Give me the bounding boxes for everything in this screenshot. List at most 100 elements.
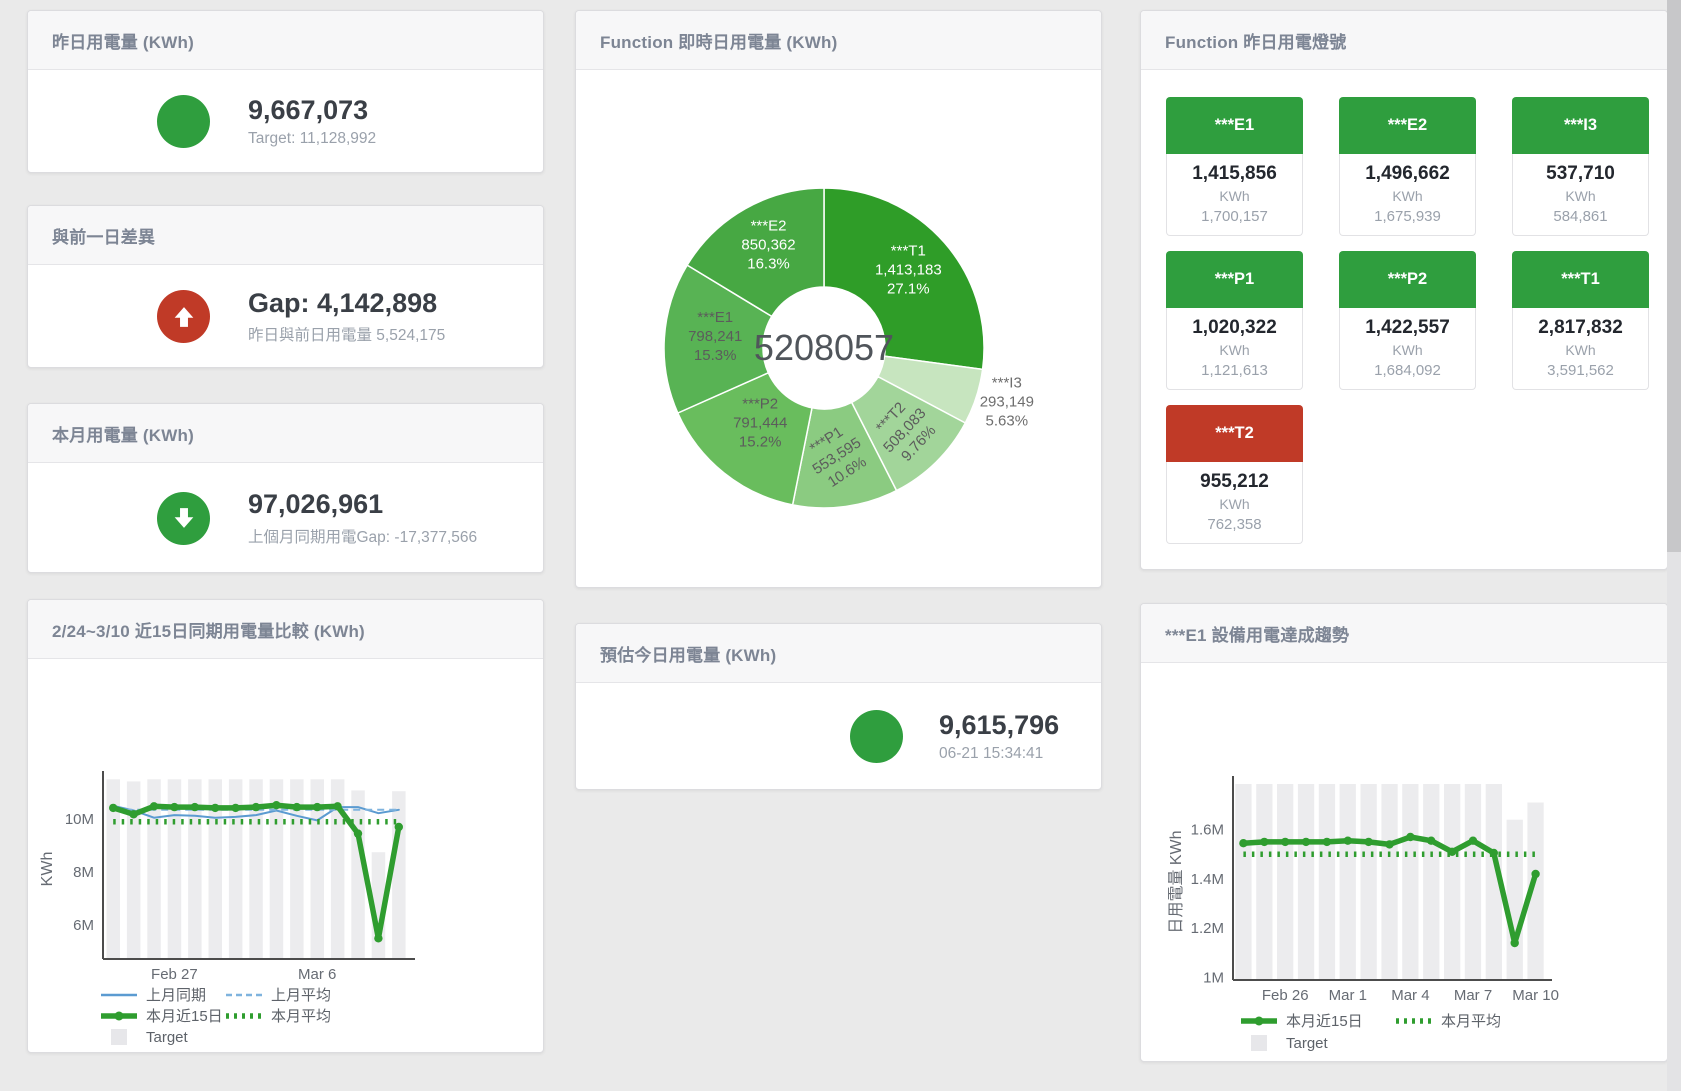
- tile-target: 1,700,157: [1201, 208, 1268, 225]
- card-title-text: 昨日用電量 (KWh): [52, 32, 194, 52]
- data-point: [1260, 837, 1269, 847]
- month-value: 97,026,961: [248, 489, 384, 520]
- legend-label[interactable]: 上月平均: [271, 987, 331, 1004]
- data-point: [1385, 840, 1394, 849]
- tile-label: ***E2: [1339, 97, 1476, 154]
- series-line: [112, 804, 400, 822]
- data-point: [1343, 836, 1352, 845]
- slice-percent: 5.63%: [986, 413, 1029, 430]
- data-point: [170, 802, 179, 812]
- data-point: [1406, 832, 1415, 842]
- data-point: [374, 934, 383, 943]
- target-bar: [1444, 784, 1461, 980]
- tile-value: 1,020,322: [1192, 317, 1277, 338]
- target-bar: [1256, 784, 1273, 980]
- tile-value: 955,212: [1200, 471, 1269, 492]
- slice-percent: 16.3%: [747, 256, 790, 273]
- target-bar: [1381, 784, 1398, 980]
- x-tick-label: Mar 7: [1454, 987, 1492, 1004]
- light-tile[interactable]: ***P1 1,020,322 KWh 1,121,613: [1166, 251, 1303, 390]
- legend-glyph-box[interactable]: [111, 1029, 127, 1045]
- legend-label[interactable]: Target: [1286, 1035, 1329, 1052]
- tile-target: 1,121,613: [1201, 362, 1268, 379]
- card-title-text: 本月用電量 (KWh): [52, 425, 194, 445]
- slice-percent: 15.3%: [694, 347, 737, 364]
- light-tile[interactable]: ***P2 1,422,557 KWh 1,684,092: [1339, 251, 1476, 390]
- target-bar: [310, 779, 324, 959]
- tile-label: ***P1: [1166, 251, 1303, 308]
- donut-slice[interactable]: [676, 371, 813, 506]
- e1-trend-line-chart[interactable]: 1M 1.2M 1.4M 1.6M Feb 26 Mar 1 Mar 4 Mar 7 Mar 1…: [1141, 663, 1667, 1062]
- day-gap-subtext: 昨日與前日用電量 5,524,175: [248, 327, 446, 345]
- tile-unit: KWh: [1565, 188, 1596, 204]
- scrollbar[interactable]: [1667, 0, 1681, 1091]
- card-title: 昨日用電量 (KWh): [28, 11, 543, 70]
- card-title-text: 與前一日差異: [52, 227, 156, 247]
- light-tile[interactable]: ***E1 1,415,856 KWh 1,700,157: [1166, 97, 1303, 236]
- data-point: [292, 802, 301, 812]
- target-bar: [1360, 784, 1377, 980]
- legend-label[interactable]: 本月平均: [271, 1008, 331, 1025]
- donut-slice[interactable]: [823, 187, 985, 371]
- tile-label: ***P2: [1339, 251, 1476, 308]
- legend-label[interactable]: 上月同期: [146, 987, 206, 1004]
- light-tile[interactable]: ***T1 2,817,832 KWh 3,591,562: [1512, 251, 1649, 390]
- slice-value: 791,444: [733, 415, 787, 432]
- target-bar: [126, 781, 141, 959]
- tile-value: 1,415,856: [1192, 163, 1277, 184]
- slice-label: ***E1 798,241 15.3%: [688, 309, 742, 364]
- card-today-estimate: 預估今日用電量 (KWh) 9,615,796 06-21 15:34:41: [575, 623, 1102, 790]
- target-bar: [1339, 784, 1356, 980]
- compare-line-chart[interactable]: 6M 8M 10M Feb 27 Mar 6 KWh 上月同期 上月平均 本月近15日 本月平均 T…: [28, 659, 543, 1053]
- data-point: [1301, 837, 1311, 847]
- card-function-realtime: Function 即時日用電量 (KWh) ***T1 1,413,183 27.1…: [575, 10, 1102, 588]
- slice-name: ***P2: [742, 396, 778, 413]
- legend-label[interactable]: 本月平均: [1441, 1013, 1501, 1030]
- tile-unit: KWh: [1565, 342, 1596, 358]
- target-bar: [106, 779, 120, 959]
- legend-glyph-box[interactable]: [1251, 1035, 1267, 1051]
- card-function-lights: Function 昨日用電燈號 ***E1 1,415,856 KWh 1,70…: [1140, 10, 1668, 570]
- donut-slice[interactable]: [686, 187, 825, 318]
- y-axis-label: KWh: [39, 852, 56, 887]
- target-bar: [1235, 784, 1252, 980]
- legend-label[interactable]: 本月近15日: [1286, 1013, 1363, 1030]
- legend-label[interactable]: 本月近15日: [146, 1008, 223, 1025]
- up-arrow-icon: [174, 306, 193, 327]
- tile-target: 584,861: [1553, 208, 1608, 225]
- scrollbar-thumb[interactable]: [1667, 0, 1681, 552]
- target-bar: [1318, 784, 1336, 980]
- card-title-text: Function 即時日用電量 (KWh): [600, 32, 838, 52]
- light-tile[interactable]: ***T2 955,212 KWh 762,358: [1166, 405, 1303, 544]
- target-bar: [1277, 784, 1294, 980]
- realtime-donut-chart[interactable]: ***T1 1,413,183 27.1% ***I3 293,149 5.63% ***T…: [576, 70, 1101, 588]
- legend-glyph-dot: [114, 1011, 124, 1021]
- tile-unit: KWh: [1219, 496, 1250, 512]
- data-point: [1281, 837, 1290, 847]
- legend-glyph-dot: [1254, 1016, 1264, 1026]
- data-point: [211, 803, 220, 813]
- card-month-usage: 本月用電量 (KWh) 97,026,961 上個月同期用電Gap: -17,3…: [27, 403, 544, 573]
- card-title-text: Function 昨日用電燈號: [1165, 32, 1347, 52]
- donut-slice[interactable]: [663, 264, 773, 414]
- realtime-donut-svg[interactable]: ***T1 1,413,183 27.1% ***I3 293,149 5.63% ***T…: [576, 70, 1101, 588]
- card-yesterday-usage: 昨日用電量 (KWh) 9,667,073 Target: 11,128,992: [27, 10, 544, 173]
- legend-label[interactable]: Target: [146, 1029, 189, 1046]
- card-title-text: ***E1 設備用電達成趨勢: [1165, 625, 1350, 645]
- light-tile[interactable]: ***E2 1,496,662 KWh 1,675,939: [1339, 97, 1476, 236]
- card-title: 2/24~3/10 近15日同期用電量比較 (KWh): [28, 600, 543, 659]
- y-tick-label: 1.6M: [1191, 822, 1224, 839]
- data-point: [1239, 839, 1248, 848]
- light-tile[interactable]: ***I3 537,710 KWh 584,861: [1512, 97, 1649, 236]
- y-tick-label: 1M: [1203, 970, 1224, 987]
- slice-name: ***T1: [891, 242, 926, 259]
- slice-name: ***E2: [751, 218, 787, 235]
- data-point: [1447, 847, 1457, 856]
- slice-value: 1,413,183: [875, 261, 942, 278]
- e1-trend-chart-svg[interactable]: 1M 1.2M 1.4M 1.6M Feb 26 Mar 1 Mar 4 Mar 7 Mar 1…: [1141, 663, 1667, 1062]
- status-circle-icon: [157, 95, 210, 148]
- slice-label: ***E2 850,362 16.3%: [741, 218, 795, 273]
- yesterday-value: 9,667,073: [248, 94, 369, 125]
